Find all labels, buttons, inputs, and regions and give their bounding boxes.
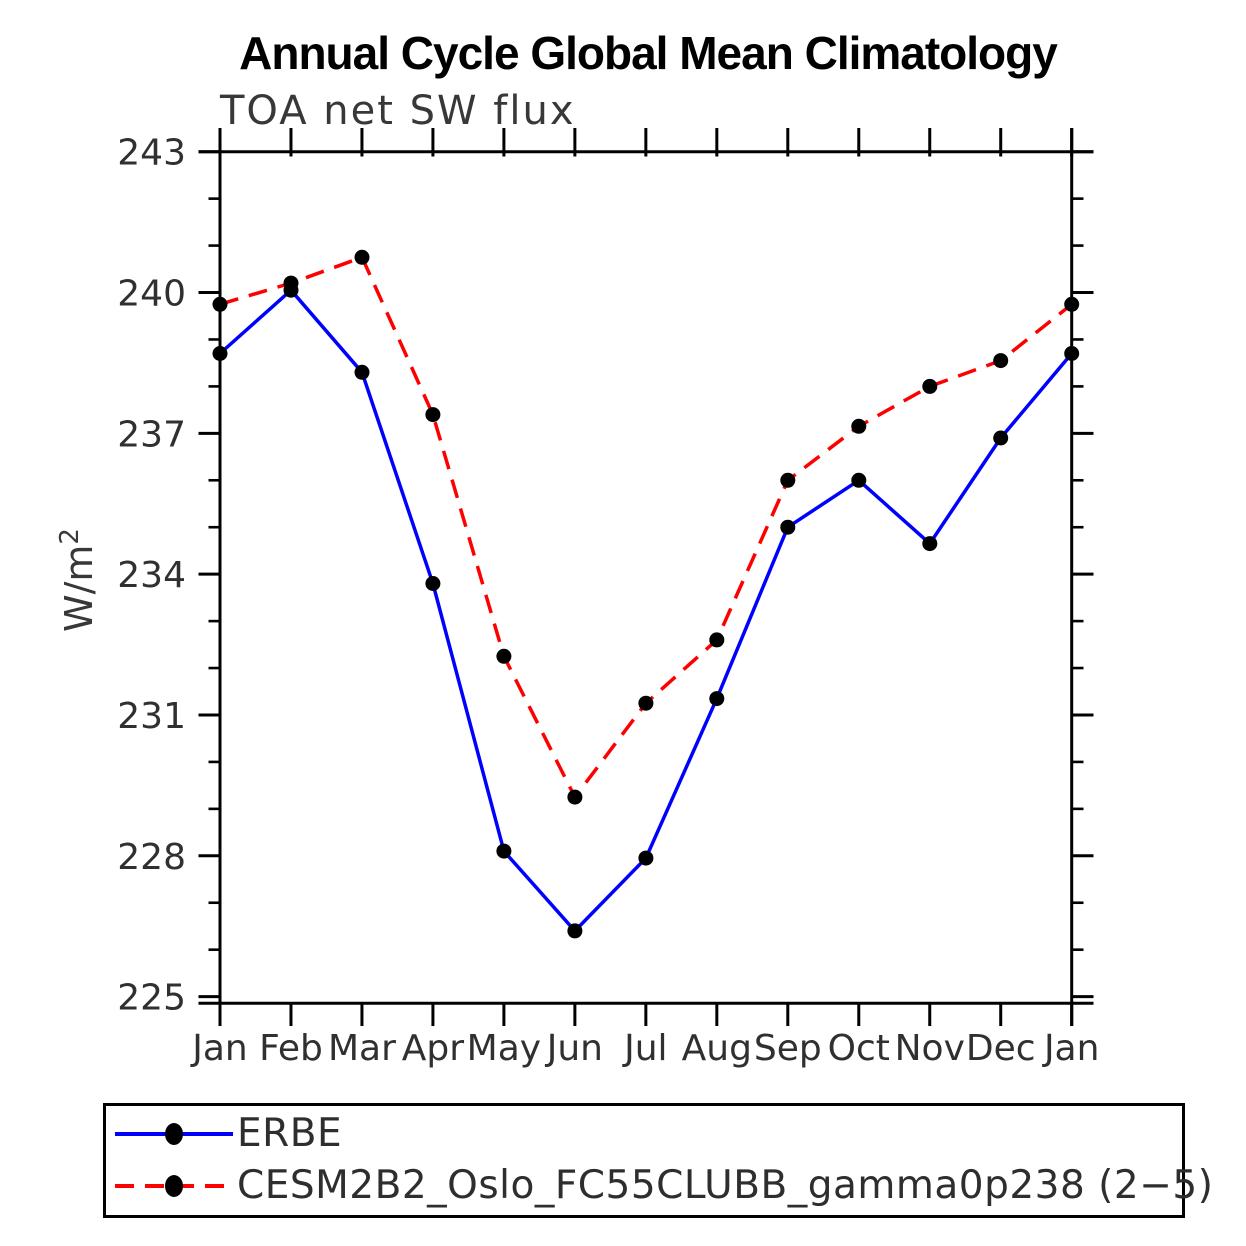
- data-point-marker: [709, 632, 725, 648]
- data-point-marker: [851, 472, 867, 488]
- legend-item-cesm: CESM2B2_Oslo_FC55CLUBB_gamma0p238 (2−5): [106, 1164, 1213, 1208]
- data-point-marker: [1064, 346, 1080, 361]
- data-point-marker: [212, 346, 228, 361]
- legend-sample-erbe-line: [115, 1123, 233, 1145]
- data-point-marker: [922, 378, 938, 394]
- y-tick-label: 237: [117, 414, 186, 455]
- x-tick-label: Nov: [895, 1028, 965, 1069]
- legend-marker-circle: [165, 1123, 183, 1145]
- x-tick-label: Jun: [545, 1028, 603, 1069]
- chart-title: Annual Cycle Global Mean Climatology: [239, 27, 1058, 79]
- y-tick-label: 225: [117, 978, 186, 1019]
- data-point-marker: [425, 576, 441, 591]
- y-tick-label: 231: [117, 696, 186, 737]
- x-tick-label: Oct: [828, 1028, 890, 1069]
- x-tick-label: Mar: [328, 1028, 396, 1069]
- data-point-marker: [851, 418, 867, 434]
- legend-item-erbe: ERBE: [106, 1112, 342, 1156]
- chart-subtitle: TOA net SW flux: [220, 88, 576, 134]
- y-tick-label: 243: [117, 133, 186, 174]
- series-line-erbe: [218, 288, 1074, 933]
- data-point-marker: [496, 648, 512, 664]
- data-point-marker: [354, 364, 370, 380]
- legend-label-cesm: CESM2B2_Oslo_FC55CLUBB_gamma0p238 (2−5): [237, 1163, 1214, 1208]
- data-point-marker: [922, 536, 938, 552]
- series-line-cesm: [219, 255, 1073, 799]
- data-point-marker: [1064, 296, 1080, 312]
- x-tick-label: Jan: [190, 1028, 248, 1069]
- data-point-marker: [283, 275, 299, 291]
- y-tick-label: 240: [117, 274, 186, 315]
- data-point-marker: [496, 843, 512, 859]
- data-point-marker: [567, 923, 583, 939]
- data-point-marker: [780, 519, 796, 535]
- x-tick-label: Jul: [622, 1028, 667, 1069]
- x-tick-label: May: [467, 1028, 541, 1069]
- data-point-marker: [212, 296, 228, 312]
- data-point-marker: [354, 249, 370, 265]
- x-tick-label: Jan: [1042, 1028, 1100, 1069]
- x-tick-label: Aug: [682, 1028, 752, 1069]
- legend-box: ERBE CESM2B2_Oslo_FC55CLUBB_gamma0p238 (…: [103, 1103, 1213, 1218]
- legend-sample-cesm-line: [115, 1175, 233, 1197]
- x-tick-label: Sep: [754, 1028, 822, 1069]
- data-point-marker: [993, 430, 1009, 446]
- data-point-marker: [638, 695, 654, 711]
- x-tick-label: Apr: [402, 1028, 464, 1069]
- data-point-marker: [993, 353, 1009, 369]
- legend-label-erbe: ERBE: [237, 1111, 343, 1156]
- data-point-marker: [709, 691, 725, 707]
- data-point-marker: [780, 472, 796, 488]
- data-point-marker: [425, 407, 441, 423]
- y-tick-label: 228: [117, 837, 186, 878]
- x-tick-label: Feb: [259, 1028, 323, 1069]
- data-point-marker: [567, 789, 583, 805]
- legend-marker-circle: [165, 1175, 183, 1197]
- data-point-marker: [638, 850, 654, 866]
- y-tick-label: 234: [117, 555, 186, 596]
- x-tick-label: Dec: [966, 1028, 1036, 1069]
